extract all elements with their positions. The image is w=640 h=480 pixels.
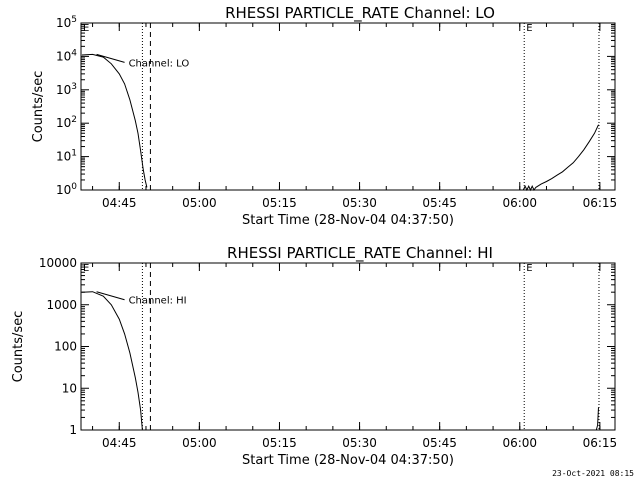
x-tick-label: 06:00 <box>502 196 537 210</box>
x-tick-label: 06:00 <box>502 436 537 450</box>
y-axis-label: Counts/sec <box>11 311 26 383</box>
series-line <box>522 124 599 192</box>
y-tick-label: 101 <box>56 149 77 164</box>
x-axis-label: Start Time (28-Nov-04 04:37:50) <box>242 453 454 468</box>
y-tick-label: 10000 <box>39 256 77 270</box>
legend-label: Channel: HI <box>129 296 187 307</box>
event-marker-label: E <box>83 263 89 274</box>
y-axis-label: Counts/sec <box>31 71 46 143</box>
legend-leader <box>96 53 125 63</box>
x-axis-label: Start Time (28-Nov-04 04:37:50) <box>242 213 454 228</box>
chart-panel-2: RHESSI PARTICLE_RATE Channel: HI 1 10 100 10… <box>11 244 617 468</box>
chart-panel-1: RHESSI PARTICLE_RATE Channel: LO 100 101 10… <box>31 4 617 228</box>
timestamp: 23-Oct-2021 08:15 <box>552 469 634 478</box>
x-tick-label: 05:00 <box>182 196 217 210</box>
x-tick-label: 06:15 <box>583 196 618 210</box>
legend-label: Channel: LO <box>129 58 190 69</box>
plot-frame <box>80 22 616 191</box>
y-tick-label: 102 <box>56 115 77 130</box>
legend-leader <box>96 291 125 301</box>
series-line <box>81 291 143 431</box>
chart-title: RHESSI PARTICLE_RATE Channel: HI <box>227 244 493 263</box>
x-tick-label: 05:45 <box>422 436 457 450</box>
y-tick-label: 105 <box>56 15 77 30</box>
y-tick-label: 104 <box>56 48 77 63</box>
x-tick-label: 05:30 <box>342 436 377 450</box>
x-tick-label: 04:45 <box>102 196 137 210</box>
series-line <box>595 407 599 431</box>
x-tick-label: 05:45 <box>422 196 457 210</box>
y-tick-label: 100 <box>56 182 77 197</box>
y-tick-label: 103 <box>56 82 77 97</box>
y-tick-label: 1 <box>69 423 77 437</box>
x-tick-label: 05:00 <box>182 436 217 450</box>
y-tick-label: 10 <box>62 381 77 395</box>
y-tick-label: 1000 <box>46 298 77 312</box>
x-tick-label: 05:15 <box>262 436 297 450</box>
x-tick-label: 06:15 <box>583 436 618 450</box>
x-tick-label: 05:30 <box>342 196 377 210</box>
event-marker-label: E <box>526 263 532 274</box>
chart-title: RHESSI PARTICLE_RATE Channel: LO <box>225 4 495 23</box>
x-tick-label: 04:45 <box>102 436 137 450</box>
x-tick-label: 05:15 <box>262 196 297 210</box>
y-tick-label: 100 <box>54 340 77 354</box>
plot-frame <box>80 262 616 431</box>
event-marker-label: E <box>83 23 89 34</box>
series-line <box>81 53 148 188</box>
event-marker-label: E <box>526 23 532 34</box>
